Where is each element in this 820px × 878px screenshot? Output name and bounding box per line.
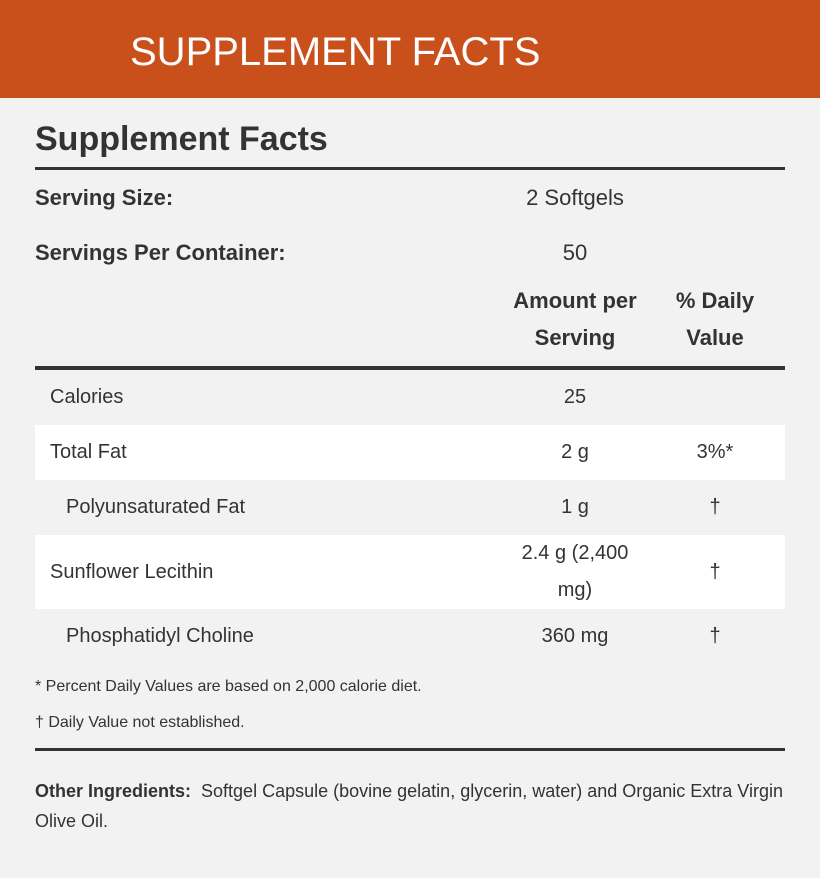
nutrient-name: Total Fat bbox=[50, 441, 127, 463]
label: Other Ingredients: bbox=[35, 781, 192, 801]
amount: 2.4 g (2,400 mg) bbox=[521, 542, 629, 601]
label: Servings Per Container: bbox=[35, 239, 286, 265]
header-title: SUPPLEMENT FACTS bbox=[0, 0, 820, 98]
nutrient-name: Polyunsaturated Fat bbox=[66, 496, 245, 518]
amount: 2 g bbox=[561, 441, 589, 463]
daily-value: † bbox=[709, 496, 721, 518]
footnote: * Percent Daily Values are based on 2,00… bbox=[35, 678, 422, 695]
table-row: Calories 25 bbox=[35, 370, 785, 425]
amount: 1 g bbox=[561, 496, 589, 518]
serving-size: Serving Size: 2 Softgels bbox=[35, 170, 785, 225]
daily-value: 3%* bbox=[696, 441, 734, 463]
daily-value: † bbox=[709, 560, 721, 583]
column-header: Amount per Serving bbox=[513, 288, 637, 350]
table-row: Phosphatidyl Choline 360 mg † bbox=[35, 609, 785, 664]
value: 2 Softgels bbox=[526, 184, 624, 210]
table-row: Total Fat 2 g 3%* bbox=[35, 425, 785, 480]
table-body: Calories 25 Total Fat 2 g 3%* Polyunsaturated… bbox=[35, 370, 785, 664]
nutrient-name: Sunflower Lecithin bbox=[50, 560, 214, 583]
facts-title: Supplement Facts bbox=[35, 120, 785, 170]
nutrient-name: Calories bbox=[50, 386, 124, 408]
amount: 25 bbox=[563, 386, 587, 408]
footnotes: * Percent Daily Values are based on 2,00… bbox=[35, 678, 785, 751]
footnote: † Daily Value not established. bbox=[35, 714, 245, 731]
servings-per-container: Servings Per Container: 50 bbox=[35, 225, 785, 280]
spacer bbox=[35, 282, 505, 356]
label: Serving Size: bbox=[35, 184, 174, 210]
column-header: % Daily Value bbox=[675, 288, 755, 350]
other-ingredients: Other Ingredients: Softgel Capsule (bovi… bbox=[35, 776, 785, 836]
table-row: Polyunsaturated Fat 1 g † bbox=[35, 480, 785, 535]
value: 50 bbox=[562, 239, 588, 265]
column-headers: Amount per Serving % Daily Value bbox=[35, 280, 785, 370]
amount: 360 mg bbox=[541, 625, 609, 647]
text: Softgel Capsule (bovine gelatin, glyceri… bbox=[35, 781, 783, 831]
table-row: Sunflower Lecithin 2.4 g (2,400 mg) † bbox=[35, 535, 785, 609]
nutrient-name: Phosphatidyl Choline bbox=[66, 625, 254, 647]
daily-value: † bbox=[709, 625, 721, 647]
facts-panel: Supplement Facts Serving Size: 2 Softgel… bbox=[35, 98, 785, 836]
